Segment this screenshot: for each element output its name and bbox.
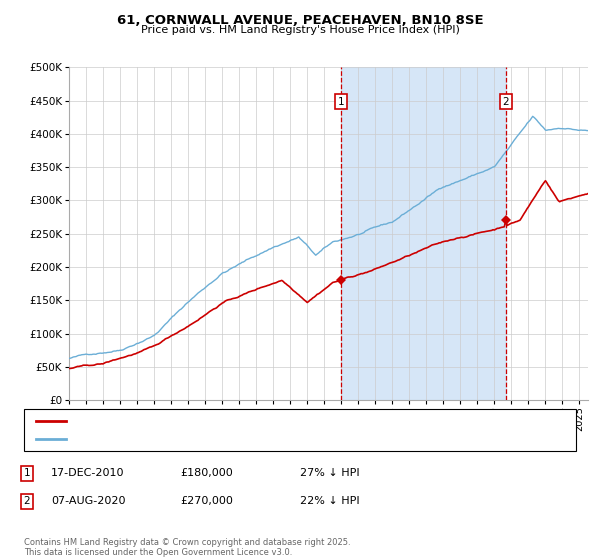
Text: 61, CORNWALL AVENUE, PEACEHAVEN, BN10 8SE (semi-detached house): 61, CORNWALL AVENUE, PEACEHAVEN, BN10 8S… bbox=[75, 416, 456, 426]
Text: 61, CORNWALL AVENUE, PEACEHAVEN, BN10 8SE: 61, CORNWALL AVENUE, PEACEHAVEN, BN10 8S… bbox=[116, 14, 484, 27]
Text: £270,000: £270,000 bbox=[180, 496, 233, 506]
Text: 2: 2 bbox=[502, 97, 509, 107]
Text: 22% ↓ HPI: 22% ↓ HPI bbox=[300, 496, 359, 506]
Text: 07-AUG-2020: 07-AUG-2020 bbox=[51, 496, 125, 506]
Text: HPI: Average price, semi-detached house, Lewes: HPI: Average price, semi-detached house,… bbox=[75, 434, 329, 444]
Text: £180,000: £180,000 bbox=[180, 468, 233, 478]
Text: 1: 1 bbox=[338, 97, 344, 107]
Text: 27% ↓ HPI: 27% ↓ HPI bbox=[300, 468, 359, 478]
Text: Contains HM Land Registry data © Crown copyright and database right 2025.
This d: Contains HM Land Registry data © Crown c… bbox=[24, 538, 350, 557]
Text: Price paid vs. HM Land Registry's House Price Index (HPI): Price paid vs. HM Land Registry's House … bbox=[140, 25, 460, 35]
Bar bbox=[341, 67, 506, 400]
Text: 17-DEC-2010: 17-DEC-2010 bbox=[51, 468, 125, 478]
Text: 2: 2 bbox=[23, 496, 31, 506]
Text: 1: 1 bbox=[23, 468, 31, 478]
